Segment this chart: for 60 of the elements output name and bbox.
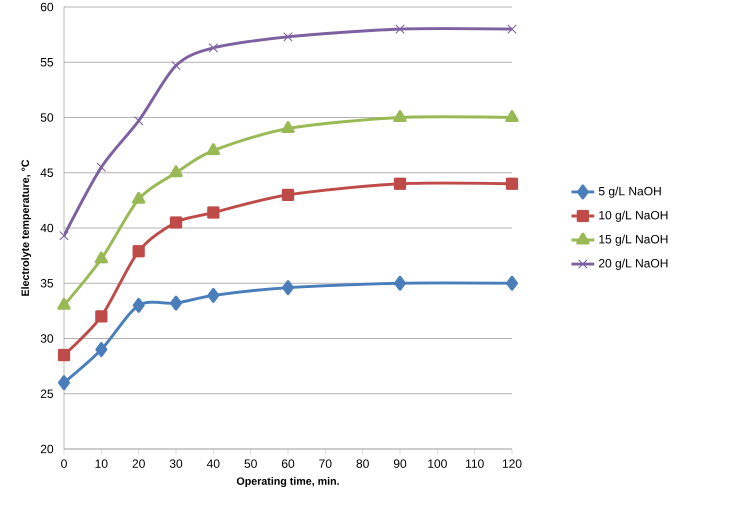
point (170, 216, 182, 229)
legend-label: 20 g/L NaOH (598, 258, 668, 270)
point (207, 288, 220, 303)
point (58, 375, 70, 390)
x-tick-label: 40 (206, 459, 220, 468)
point (95, 310, 108, 323)
point (507, 24, 517, 34)
point (171, 60, 181, 70)
y-axis-title: Electrolyte temperature, °C (21, 160, 32, 296)
y-tick-label: 45 (40, 168, 54, 177)
point (394, 178, 406, 190)
point (282, 188, 294, 201)
point (506, 276, 518, 291)
x-tick-label: 70 (319, 459, 332, 468)
x-tick-label: 80 (356, 459, 369, 468)
x-tick-label: 20 (132, 459, 145, 468)
point (57, 298, 71, 310)
x-tick-label: 10 (96, 459, 108, 468)
point (395, 24, 405, 34)
point (208, 43, 218, 53)
y-tick-label: 25 (40, 389, 54, 398)
x-tick-label: 100 (428, 459, 447, 468)
y-tick-label: 55 (40, 58, 54, 66)
x-tick-label: 60 (282, 459, 294, 468)
y-tick-label: 50 (40, 113, 54, 122)
x-tick-label: 30 (170, 459, 182, 468)
point (281, 121, 295, 134)
x-tick-label: 50 (244, 459, 257, 468)
point (393, 110, 407, 122)
x-tick-label: 110 (466, 459, 484, 468)
y-tick-label: 60 (40, 2, 54, 12)
x-tick-label: 120 (502, 459, 522, 468)
y-tick-label: 20 (40, 444, 54, 454)
point (134, 116, 144, 126)
x-tick-label: 0 (61, 459, 67, 468)
point (394, 276, 406, 291)
point (132, 245, 145, 258)
x-tick-label: 90 (394, 459, 406, 468)
point (169, 165, 183, 178)
point (170, 296, 182, 311)
point (95, 342, 108, 358)
x-axis-title: Operating time, min. (236, 477, 339, 488)
legend-label: 10 g/L NaOH (599, 210, 668, 222)
y-tick-label: 40 (40, 224, 54, 232)
legend-label: 15 g/L NaOH (599, 234, 668, 246)
point (206, 143, 220, 156)
point (283, 32, 293, 42)
point (132, 192, 146, 204)
legend-label: 5 g/L NaOH (598, 186, 661, 198)
point (132, 298, 145, 313)
y-tick-label: 30 (40, 334, 54, 343)
point (96, 162, 106, 172)
y-tick-label: 35 (40, 278, 54, 288)
point (94, 251, 108, 264)
point (58, 348, 70, 362)
point (506, 178, 518, 190)
point (505, 110, 519, 122)
point (282, 280, 294, 296)
point (207, 206, 220, 219)
point (59, 230, 69, 241)
